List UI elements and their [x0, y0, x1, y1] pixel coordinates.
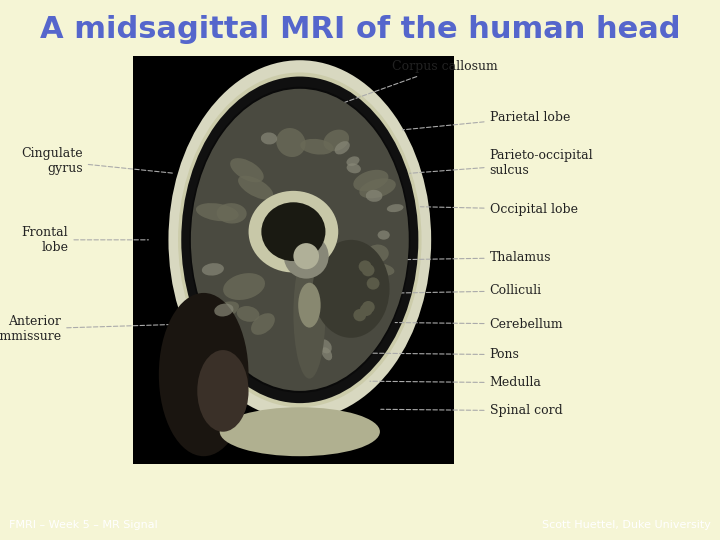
Ellipse shape [168, 60, 431, 420]
Ellipse shape [360, 309, 380, 323]
Ellipse shape [360, 304, 373, 316]
Text: Thalamus: Thalamus [366, 251, 551, 264]
Ellipse shape [276, 128, 305, 157]
Ellipse shape [251, 313, 275, 335]
Text: Occipital lobe: Occipital lobe [420, 202, 577, 215]
Ellipse shape [377, 231, 390, 240]
Ellipse shape [261, 132, 277, 145]
Text: Corpus callosum: Corpus callosum [334, 60, 498, 106]
Ellipse shape [362, 301, 374, 313]
Ellipse shape [159, 293, 248, 456]
Ellipse shape [366, 263, 395, 276]
Ellipse shape [329, 309, 359, 328]
Text: Medulla: Medulla [370, 376, 541, 389]
Ellipse shape [354, 309, 366, 321]
Ellipse shape [189, 87, 410, 393]
Ellipse shape [294, 318, 321, 338]
Text: Parieto-occipital
sulcus: Parieto-occipital sulcus [410, 149, 593, 177]
Ellipse shape [359, 260, 372, 273]
Ellipse shape [361, 264, 374, 276]
Ellipse shape [323, 130, 349, 151]
Ellipse shape [223, 273, 265, 300]
Text: Frontal
lobe: Frontal lobe [22, 226, 148, 254]
Ellipse shape [197, 350, 248, 431]
Ellipse shape [359, 178, 396, 198]
Ellipse shape [215, 303, 233, 316]
Ellipse shape [217, 203, 247, 224]
Text: Anterior
commissure: Anterior commissure [0, 315, 184, 343]
Ellipse shape [191, 89, 409, 391]
Ellipse shape [366, 190, 382, 202]
Text: Pons: Pons [370, 348, 519, 361]
Ellipse shape [354, 170, 389, 191]
Ellipse shape [230, 158, 264, 183]
Ellipse shape [312, 240, 390, 338]
Ellipse shape [237, 306, 259, 322]
Text: Colliculi: Colliculi [377, 285, 541, 298]
Ellipse shape [322, 347, 332, 360]
Text: Cerebellum: Cerebellum [395, 318, 563, 330]
Ellipse shape [335, 141, 350, 154]
Ellipse shape [298, 283, 320, 328]
Ellipse shape [335, 272, 371, 294]
Ellipse shape [346, 163, 361, 173]
Text: Scott Huettel, Duke University: Scott Huettel, Duke University [542, 520, 711, 530]
Ellipse shape [318, 339, 332, 353]
Ellipse shape [294, 243, 319, 269]
Ellipse shape [181, 77, 418, 403]
Text: Spinal cord: Spinal cord [381, 404, 562, 417]
Text: Cingulate
gyrus: Cingulate gyrus [21, 147, 174, 175]
Ellipse shape [209, 301, 239, 320]
Ellipse shape [387, 204, 403, 212]
Text: A midsagittal MRI of the human head: A midsagittal MRI of the human head [40, 15, 680, 44]
Ellipse shape [238, 176, 274, 200]
Ellipse shape [196, 203, 238, 221]
Ellipse shape [202, 263, 224, 275]
Ellipse shape [294, 248, 325, 379]
Text: FMRI – Week 5 – MR Signal: FMRI – Week 5 – MR Signal [9, 520, 158, 530]
Text: Parietal lobe: Parietal lobe [402, 111, 570, 130]
Ellipse shape [178, 72, 422, 407]
Ellipse shape [284, 234, 328, 279]
Ellipse shape [261, 202, 325, 261]
Ellipse shape [248, 191, 338, 273]
Bar [133, 56, 454, 464]
Ellipse shape [366, 278, 379, 289]
Ellipse shape [300, 139, 333, 154]
Ellipse shape [366, 245, 389, 262]
Ellipse shape [346, 157, 359, 166]
Ellipse shape [220, 407, 380, 456]
